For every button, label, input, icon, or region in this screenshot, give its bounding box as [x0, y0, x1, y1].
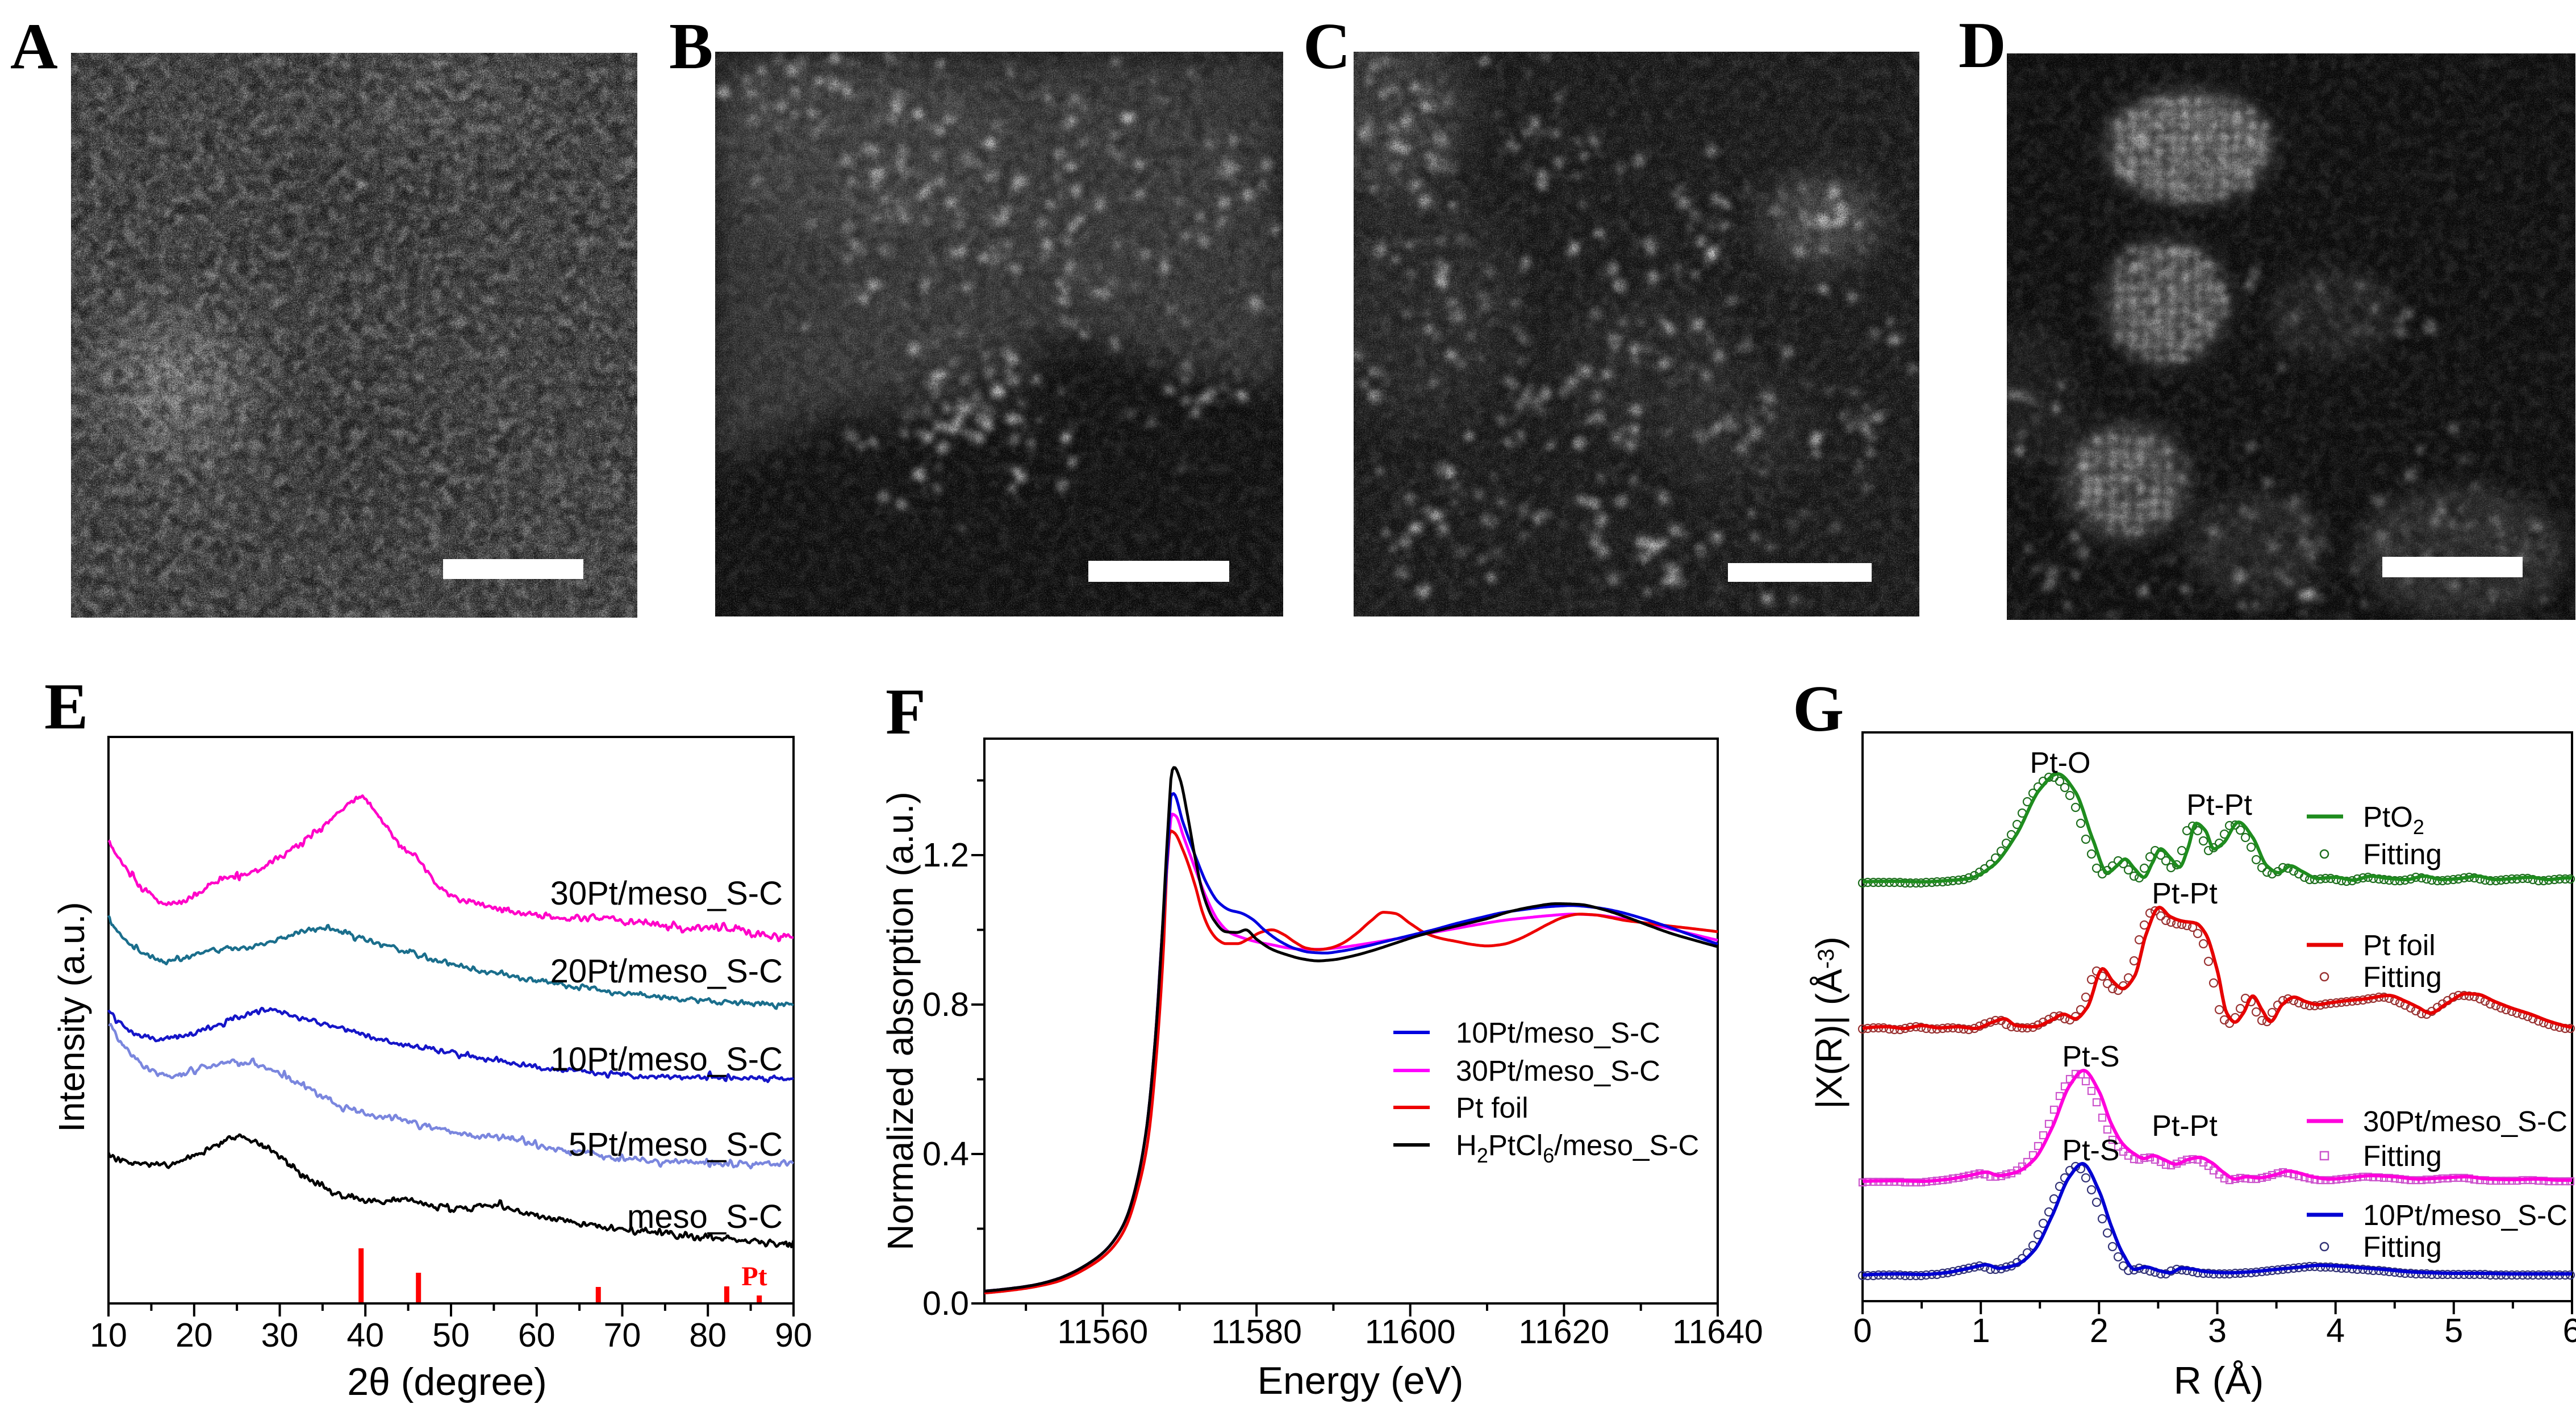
- svg-text:30Pt/meso_S-C: 30Pt/meso_S-C: [1456, 1055, 1660, 1087]
- svg-text:Normalized absorption (a.u.): Normalized absorption (a.u.): [880, 791, 921, 1250]
- svg-text:10: 10: [90, 1316, 127, 1354]
- svg-text:Pt-S: Pt-S: [2062, 1040, 2119, 1073]
- svg-text:Pt-Pt: Pt-Pt: [2186, 789, 2252, 822]
- svg-text:4: 4: [2326, 1312, 2345, 1349]
- svg-text:C: C: [1303, 10, 1351, 83]
- svg-text:1: 1: [1972, 1312, 1990, 1349]
- svg-text:H2PtCl6/meso_S-C: H2PtCl6/meso_S-C: [1456, 1129, 1699, 1167]
- svg-text:6: 6: [2563, 1312, 2576, 1349]
- svg-text:A: A: [10, 10, 58, 83]
- svg-text:Pt-Pt: Pt-Pt: [2152, 877, 2218, 910]
- svg-text:Fitting: Fitting: [2363, 1231, 2442, 1263]
- svg-text:30Pt/meso_S-C: 30Pt/meso_S-C: [2363, 1105, 2567, 1138]
- svg-text:Fitting: Fitting: [2363, 1140, 2442, 1172]
- svg-text:40: 40: [346, 1316, 384, 1354]
- svg-text:60: 60: [518, 1316, 556, 1354]
- svg-text:Pt foil: Pt foil: [1456, 1091, 1529, 1124]
- svg-text:5: 5: [2444, 1312, 2463, 1349]
- svg-text:11580: 11580: [1211, 1313, 1302, 1351]
- svg-text:3: 3: [2208, 1312, 2227, 1349]
- svg-text:10Pt/meso_S-C: 10Pt/meso_S-C: [1456, 1016, 1660, 1049]
- svg-text:Intensity (a.u.): Intensity (a.u.): [51, 902, 92, 1132]
- svg-text:0.8: 0.8: [922, 986, 969, 1023]
- svg-text:30Pt/meso_S-C: 30Pt/meso_S-C: [550, 875, 783, 912]
- svg-text:Pt: Pt: [741, 1261, 767, 1291]
- svg-text:F: F: [886, 676, 926, 748]
- svg-text:2θ (degree): 2θ (degree): [347, 1360, 547, 1403]
- svg-text:70: 70: [604, 1316, 641, 1354]
- svg-text:50: 50: [432, 1316, 470, 1354]
- svg-text:Fitting: Fitting: [2363, 838, 2442, 870]
- svg-text:E: E: [44, 670, 88, 743]
- svg-text:11620: 11620: [1519, 1313, 1610, 1351]
- svg-text:10Pt/meso_S-C: 10Pt/meso_S-C: [2363, 1199, 2567, 1231]
- svg-text:11600: 11600: [1365, 1313, 1456, 1351]
- svg-text:Pt foil: Pt foil: [2363, 929, 2436, 961]
- svg-text:5Pt/meso_S-C: 5Pt/meso_S-C: [569, 1126, 783, 1163]
- svg-text:R (Å): R (Å): [2174, 1359, 2264, 1402]
- svg-text:90: 90: [775, 1316, 812, 1354]
- svg-text:0: 0: [1853, 1312, 1872, 1349]
- svg-text:2: 2: [2090, 1312, 2109, 1349]
- svg-text:Pt-Pt: Pt-Pt: [2152, 1110, 2218, 1143]
- svg-text:80: 80: [689, 1316, 727, 1354]
- svg-text:20: 20: [176, 1316, 213, 1354]
- svg-text:0.4: 0.4: [922, 1135, 969, 1173]
- svg-text:D: D: [1959, 9, 2006, 82]
- svg-text:0.0: 0.0: [922, 1285, 969, 1322]
- svg-text:10Pt/meso_S-C: 10Pt/meso_S-C: [550, 1041, 783, 1078]
- svg-text:11640: 11640: [1672, 1313, 1763, 1351]
- svg-text:meso_S-C: meso_S-C: [627, 1198, 783, 1235]
- svg-text:G: G: [1793, 673, 1844, 745]
- svg-text:Pt-O: Pt-O: [2030, 747, 2091, 780]
- svg-text:Pt-S: Pt-S: [2062, 1134, 2119, 1167]
- svg-text:B: B: [669, 10, 713, 83]
- svg-text:Fitting: Fitting: [2363, 961, 2442, 993]
- svg-text:Energy (eV): Energy (eV): [1258, 1359, 1464, 1402]
- svg-text:30: 30: [261, 1316, 299, 1354]
- svg-text:11560: 11560: [1058, 1313, 1149, 1351]
- svg-text:20Pt/meso_S-C: 20Pt/meso_S-C: [550, 953, 783, 990]
- svg-text:1.2: 1.2: [922, 836, 969, 874]
